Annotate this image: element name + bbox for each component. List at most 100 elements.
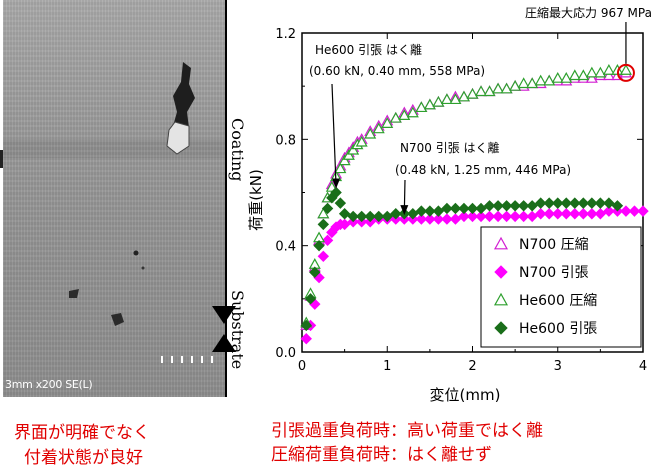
- legend-box: [480, 226, 642, 348]
- data-point-2: [398, 109, 411, 121]
- data-point-0: [602, 69, 615, 81]
- arrow-up-icon: [212, 334, 236, 352]
- data-point-3: [338, 208, 351, 220]
- data-point-2: [406, 106, 419, 118]
- data-point-2: [594, 66, 607, 78]
- legend-marker: [494, 265, 508, 279]
- data-point-2: [568, 69, 581, 81]
- data-point-1: [577, 208, 590, 220]
- data-point-3: [424, 205, 436, 217]
- load-displacement-chart: 0 1 2 3 4 0.0 0.4 0.8 1.2 He600 引張 はく離 (0.60 kN, …: [247, 5, 652, 404]
- data-point-2: [509, 79, 522, 91]
- data-point-2: [347, 143, 360, 155]
- y-axis-label: 荷重(kN): [247, 169, 265, 231]
- sem-scale-bar: [161, 356, 213, 363]
- data-point-1: [552, 208, 564, 220]
- data-point-1: [594, 208, 607, 220]
- sem-defect-crack: [173, 62, 195, 136]
- data-point-2: [334, 162, 347, 174]
- x-axis-label: 変位(mm): [430, 386, 501, 404]
- y-tick-label: 0.8: [275, 133, 296, 148]
- data-point-3: [560, 197, 572, 209]
- annotation-he600-values: (0.60 kN, 0.40 mm, 558 MPa): [309, 64, 485, 78]
- data-point-2: [543, 74, 556, 86]
- x-tick-label: 4: [639, 359, 647, 374]
- data-point-3: [586, 197, 598, 209]
- data-point-2: [432, 95, 445, 107]
- data-point-3: [552, 197, 564, 209]
- annotation-n700-values: (0.48 kN, 1.25 mm, 446 MPa): [395, 163, 571, 177]
- data-point-1: [620, 205, 632, 217]
- data-point-3: [334, 197, 347, 209]
- data-point-1: [317, 250, 330, 263]
- chart-marks: [300, 63, 649, 345]
- x-tick-label: 3: [554, 359, 562, 374]
- data-point-3: [577, 197, 590, 209]
- data-point-0: [585, 71, 598, 83]
- data-point-1: [569, 208, 581, 220]
- legend-marker: [494, 321, 508, 335]
- data-point-2: [372, 122, 385, 134]
- data-point-2: [440, 93, 453, 105]
- arrow-down-icon: [212, 306, 236, 324]
- data-point-3: [466, 202, 479, 215]
- data-point-1: [458, 210, 470, 223]
- data-point-1: [509, 210, 521, 223]
- interface-arrows: [212, 306, 236, 352]
- data-point-3: [543, 197, 555, 209]
- sem-pore: [69, 289, 79, 298]
- legend-label: N700 引張: [519, 265, 589, 281]
- data-point-3: [415, 205, 428, 217]
- arrowhead-icon: [400, 205, 409, 216]
- data-point-3: [526, 200, 538, 212]
- arrowhead-icon: [332, 178, 341, 189]
- data-point-1: [500, 210, 513, 223]
- data-point-1: [637, 205, 649, 217]
- sem-caption: 3mm x200 SE(L): [5, 378, 93, 391]
- data-point-2: [526, 77, 539, 89]
- chart-legend: N700 圧縮 N700 引張 He600 圧縮 He600 引張: [480, 226, 642, 348]
- annotation-n700-title: N700 引張 はく離: [400, 141, 500, 155]
- legend-label: He600 引張: [519, 321, 597, 337]
- data-point-2: [355, 135, 368, 147]
- data-point-3: [483, 200, 496, 212]
- annotation-he600-title: He600 引張 はく離: [315, 43, 422, 57]
- chart-axes: 0 1 2 3 4 0.0 0.4 0.8 1.2: [275, 27, 647, 374]
- interface-line: [225, 0, 227, 397]
- sem-pore: [111, 313, 124, 326]
- data-point-3: [355, 210, 368, 223]
- data-point-3: [347, 210, 359, 223]
- legend-label: He600 圧縮: [519, 293, 597, 309]
- data-point-2: [483, 85, 496, 97]
- data-point-1: [483, 210, 496, 223]
- data-point-1: [586, 208, 598, 220]
- data-point-3: [317, 218, 330, 231]
- sem-band: [3, 140, 225, 158]
- x-tick-label: 2: [468, 359, 476, 374]
- data-point-1: [603, 205, 615, 217]
- data-point-3: [304, 293, 317, 305]
- annotation-he600-leader: [331, 83, 337, 187]
- data-point-3: [509, 200, 521, 212]
- data-point-3: [517, 200, 530, 212]
- legend-marker: [493, 292, 509, 306]
- y-tick-label: 0.0: [275, 346, 296, 361]
- data-point-3: [364, 210, 376, 223]
- data-point-3: [449, 202, 462, 215]
- data-point-3: [373, 210, 385, 223]
- x-tick-label: 1: [383, 359, 391, 374]
- data-point-1: [338, 218, 351, 231]
- data-point-2: [449, 93, 462, 105]
- max-stress-circle: [616, 63, 635, 82]
- data-point-3: [313, 239, 325, 252]
- data-point-2: [534, 74, 547, 86]
- data-point-1: [415, 213, 428, 225]
- sem-features: [3, 62, 225, 363]
- legend-marker: [493, 236, 509, 250]
- data-point-2: [517, 77, 530, 89]
- data-point-2: [423, 98, 436, 110]
- y-tick-label: 1.2: [275, 27, 296, 42]
- data-point-3: [321, 202, 334, 215]
- data-point-2: [364, 127, 377, 139]
- data-point-1: [441, 213, 453, 225]
